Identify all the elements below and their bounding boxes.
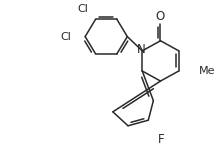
Text: O: O [156,10,165,23]
Text: Cl: Cl [61,32,72,42]
Text: F: F [158,133,164,146]
Text: Cl: Cl [78,4,88,14]
Text: Me: Me [199,66,215,76]
Text: N: N [137,43,146,56]
